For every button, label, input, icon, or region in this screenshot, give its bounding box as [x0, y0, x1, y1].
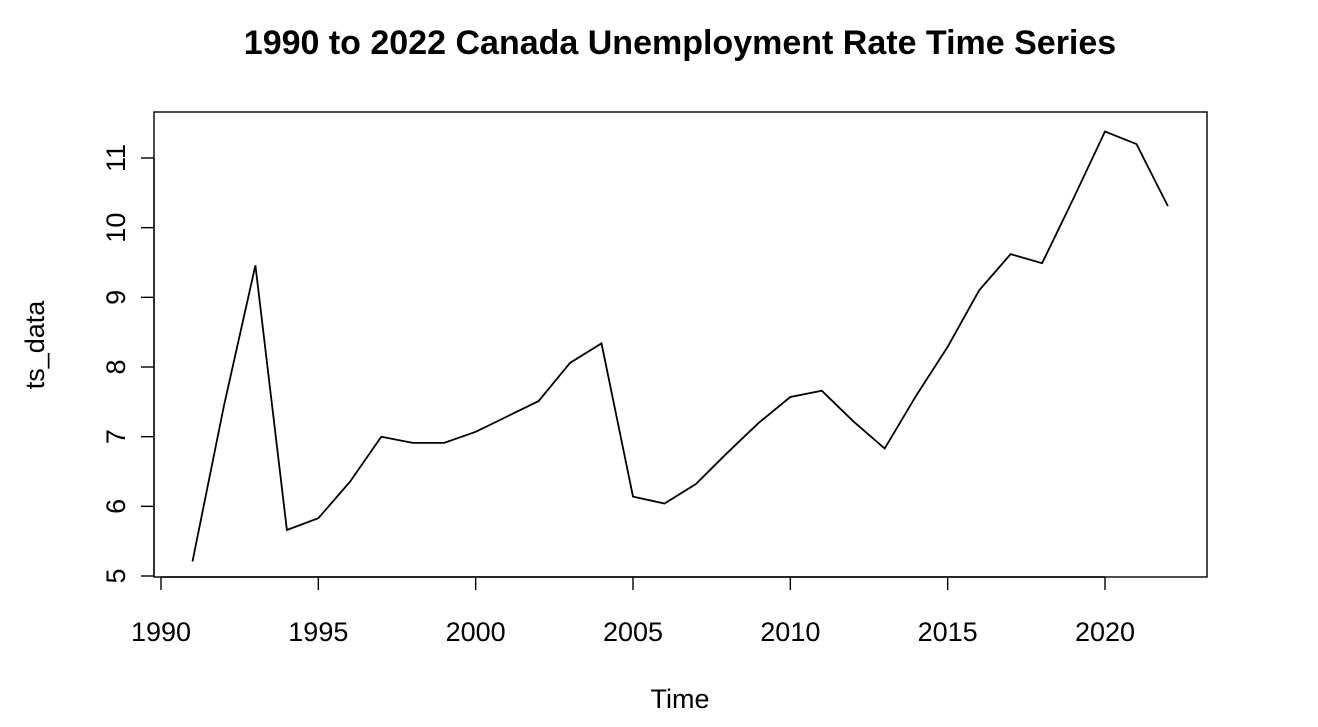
y-tick-label: 7: [101, 429, 131, 444]
x-axis-label: Time: [651, 684, 710, 714]
x-axis-ticks: 1990 1995 2000 2005 2010 2015 2020: [131, 577, 1135, 647]
series-line-unemployment-rate: [191, 130, 1169, 562]
y-tick-label: 6: [101, 499, 131, 514]
y-tick-label: 11: [101, 144, 131, 172]
x-tick-label: 2015: [918, 617, 978, 647]
chart-title: 1990 to 2022 Canada Unemployment Rate Ti…: [244, 24, 1116, 62]
x-tick-label: 2005: [603, 617, 663, 647]
x-tick-label: 1995: [288, 617, 348, 647]
plot-frame: [153, 111, 1208, 578]
y-axis-ticks: 5 6 7 8 9 10 11: [101, 144, 154, 584]
x-tick-label: 2010: [760, 617, 820, 647]
x-tick-label: 2000: [446, 617, 506, 647]
y-axis-label: ts_data: [20, 300, 50, 390]
x-tick-label: 1990: [131, 617, 191, 647]
y-tick-label: 9: [101, 290, 131, 305]
y-tick-label: 5: [101, 568, 131, 583]
y-tick-label: 8: [101, 359, 131, 374]
x-tick-label: 2020: [1075, 617, 1135, 647]
y-tick-label: 10: [101, 213, 131, 243]
